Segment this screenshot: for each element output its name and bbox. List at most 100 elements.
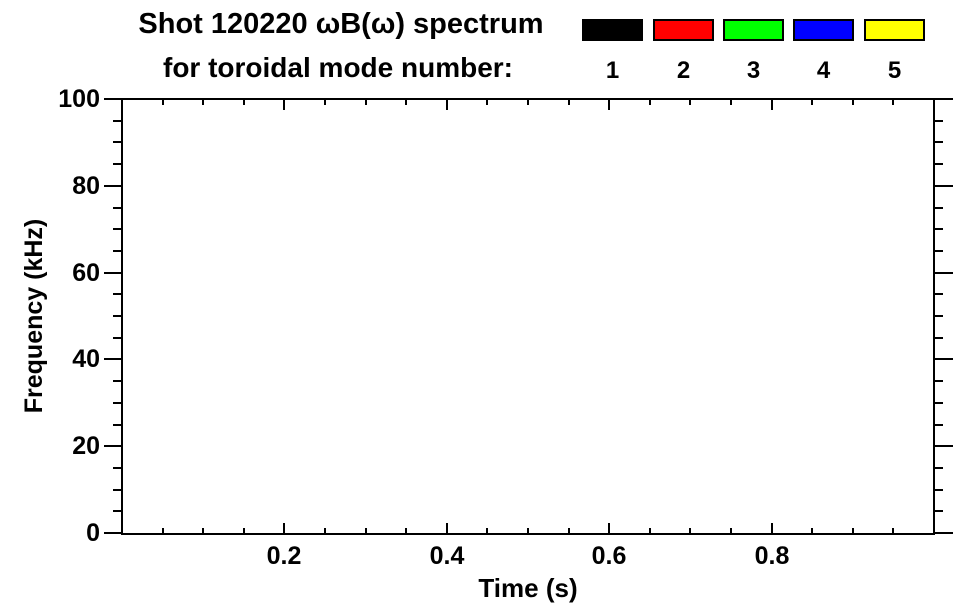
y-axis-tick-left: [104, 272, 122, 274]
y-axis-tick-left: [113, 489, 122, 491]
chart-title: Shot 120220 ωB(ω) spectrum: [138, 8, 544, 40]
x-axis-tick-bottom: [486, 528, 488, 533]
y-axis-tick-left: [113, 424, 122, 426]
x-axis-tick-bottom: [243, 528, 245, 533]
legend-label-toroidal-mode-5: 5: [887, 57, 902, 84]
y-axis-tick-left: [113, 380, 122, 382]
y-axis-tick-left: [104, 445, 122, 447]
x-axis-tick-label: 0.2: [266, 542, 302, 570]
x-axis-tick-top: [243, 100, 245, 105]
x-axis-tick-bottom: [202, 528, 204, 533]
x-axis-tick-top: [852, 100, 854, 105]
y-axis-tick-right: [934, 380, 943, 382]
y-axis-tick-right: [934, 532, 953, 534]
y-axis-tick-right: [934, 358, 953, 360]
y-axis-tick-right: [934, 207, 943, 209]
y-axis-tick-right: [934, 250, 943, 252]
x-axis-tick-top: [649, 100, 651, 105]
x-axis-tick-top: [771, 100, 773, 110]
chart-subtitle: for toroidal mode number:: [163, 52, 513, 83]
y-axis-tick-right: [934, 293, 943, 295]
legend-swatch-toroidal-mode-2: [653, 19, 714, 41]
y-axis-tick-right: [934, 228, 943, 230]
y-axis-tick-right: [934, 141, 943, 143]
y-axis-tick-right: [934, 120, 943, 122]
y-axis-tick-label: 40: [72, 345, 100, 373]
x-axis-tick-bottom: [608, 523, 610, 533]
x-axis-tick-bottom: [730, 528, 732, 533]
y-axis-tick-label: 80: [72, 172, 100, 200]
x-axis-tick-bottom: [283, 523, 285, 533]
y-axis-tick-left: [113, 250, 122, 252]
x-axis-tick-bottom: [771, 523, 773, 533]
x-axis-tick-top: [446, 100, 448, 110]
x-axis-tick-bottom: [689, 528, 691, 533]
y-axis-tick-left: [113, 510, 122, 512]
y-axis-tick-label: 0: [86, 519, 100, 547]
y-axis-tick-left: [113, 402, 122, 404]
x-axis-tick-top: [527, 100, 529, 105]
y-axis-title: Frequency (kHz): [20, 218, 48, 414]
legend-label-toroidal-mode-1: 1: [605, 57, 620, 84]
x-axis-tick-bottom: [527, 528, 529, 533]
x-axis-tick-bottom: [446, 523, 448, 533]
y-axis-tick-left: [113, 141, 122, 143]
legend-label-toroidal-mode-2: 2: [676, 57, 691, 84]
plot-area-frame: [121, 98, 935, 535]
x-axis-tick-bottom: [365, 528, 367, 533]
y-axis-tick-left: [113, 228, 122, 230]
y-axis-tick-label: 60: [72, 259, 100, 287]
y-axis-tick-left: [113, 467, 122, 469]
x-axis-tick-top: [811, 100, 813, 105]
y-axis-tick-right: [934, 272, 953, 274]
x-axis-tick-bottom: [324, 528, 326, 533]
x-axis-tick-top: [162, 100, 164, 105]
y-axis-tick-right: [934, 424, 943, 426]
y-axis-tick-left: [113, 207, 122, 209]
x-axis-tick-top: [283, 100, 285, 110]
legend-swatch-toroidal-mode-5: [864, 19, 925, 41]
y-axis-tick-right: [934, 98, 953, 100]
x-axis-title: Time (s): [478, 573, 578, 603]
y-axis-tick-left: [104, 358, 122, 360]
x-axis-tick-top: [892, 100, 894, 105]
y-axis-tick-right: [934, 445, 953, 447]
x-axis-tick-top: [365, 100, 367, 105]
x-axis-tick-top: [608, 100, 610, 110]
x-axis-tick-bottom: [405, 528, 407, 533]
x-axis-tick-top: [486, 100, 488, 105]
legend-swatch-toroidal-mode-3: [723, 19, 784, 41]
x-axis-tick-label: 0.6: [591, 542, 627, 570]
y-axis-tick-left: [113, 337, 122, 339]
y-axis-tick-right: [934, 489, 943, 491]
x-axis-tick-bottom: [162, 528, 164, 533]
x-axis-tick-top: [405, 100, 407, 105]
x-axis-tick-label: 0.8: [754, 542, 790, 570]
y-axis-tick-left: [104, 185, 122, 187]
y-axis-tick-left: [113, 163, 122, 165]
y-axis-tick-right: [934, 185, 953, 187]
y-axis-tick-left: [113, 315, 122, 317]
x-axis-tick-top: [730, 100, 732, 105]
legend-label-toroidal-mode-4: 4: [816, 57, 831, 84]
x-axis-tick-bottom: [649, 528, 651, 533]
y-axis-tick-left: [113, 120, 122, 122]
y-axis-tick-right: [934, 402, 943, 404]
x-axis-tick-top: [568, 100, 570, 105]
x-axis-tick-top: [324, 100, 326, 105]
y-axis-tick-right: [934, 163, 943, 165]
x-axis-tick-top: [202, 100, 204, 105]
x-axis-tick-bottom: [852, 528, 854, 533]
y-axis-tick-right: [934, 337, 943, 339]
y-axis-tick-right: [934, 315, 943, 317]
y-axis-tick-right: [934, 510, 943, 512]
legend-swatch-toroidal-mode-4: [793, 19, 854, 41]
x-axis-tick-bottom: [568, 528, 570, 533]
y-axis-tick-left: [104, 98, 122, 100]
legend-swatch-toroidal-mode-1: [582, 19, 643, 41]
y-axis-tick-left: [113, 293, 122, 295]
y-axis-tick-right: [934, 467, 943, 469]
x-axis-tick-label: 0.4: [429, 542, 465, 570]
y-axis-tick-left: [104, 532, 122, 534]
